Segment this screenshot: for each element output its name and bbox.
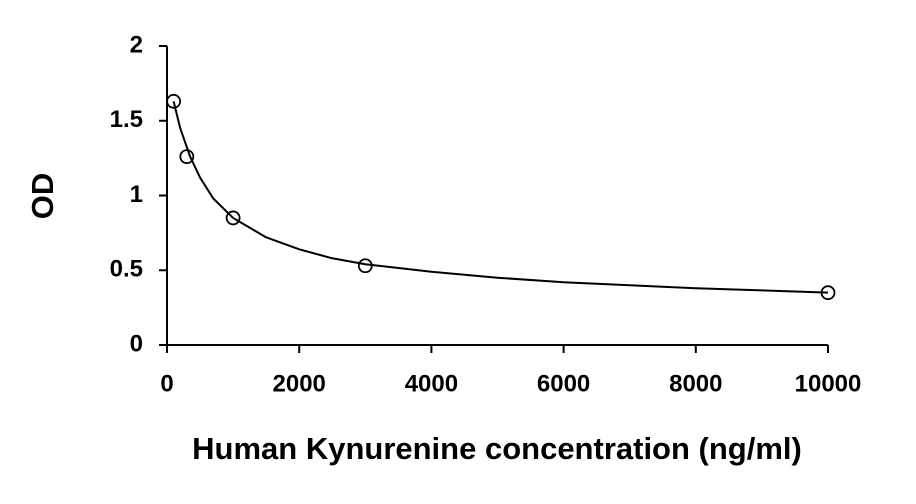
- y-tick-label: 2: [130, 31, 143, 58]
- y-tick-label: 1.5: [110, 106, 143, 133]
- data-point: [225, 210, 241, 226]
- fit-curve: [172, 101, 829, 294]
- x-axis-title: Human Kynurenine concentration (ng/ml): [192, 431, 802, 466]
- x-tick-label: 8000: [669, 370, 722, 397]
- x-tick-label: 4000: [405, 370, 458, 397]
- y-tick-label: 0.5: [110, 256, 143, 283]
- y-tick-label: 0: [130, 330, 143, 357]
- y-tick-label: 1: [130, 181, 143, 208]
- y-axis-title: OD: [25, 173, 60, 220]
- data-point: [357, 258, 373, 274]
- x-tick-label: 0: [160, 370, 173, 397]
- x-tick-label: 6000: [537, 370, 590, 397]
- data-point: [820, 285, 836, 301]
- data-point: [166, 93, 182, 109]
- data-point: [179, 149, 195, 165]
- x-tick-label: 10000: [795, 370, 862, 397]
- x-tick-label: 2000: [273, 370, 326, 397]
